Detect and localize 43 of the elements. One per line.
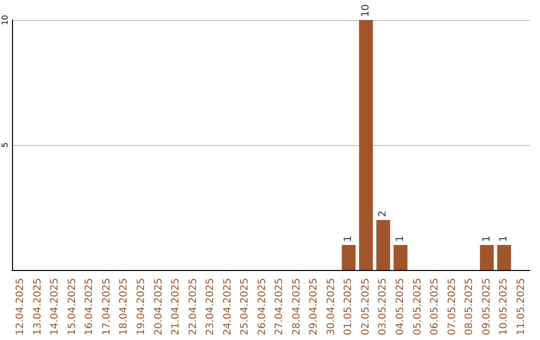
bar	[342, 245, 356, 270]
bar	[497, 245, 512, 270]
x-tick-label: 06.05.2025	[430, 278, 441, 336]
bar	[394, 245, 408, 270]
x-tick-label: 08.05.2025	[464, 278, 476, 336]
data-label: 1	[395, 236, 406, 242]
x-tick-label: 12.04.2025	[15, 278, 26, 336]
x-tick-label: 03.05.2025	[378, 278, 389, 336]
x-tick-label: 05.05.2025	[412, 278, 424, 336]
x-tick-label: 17.04.2025	[101, 278, 112, 336]
x-tick-label: 24.04.2025	[222, 278, 234, 336]
x-tick-label: 21.04.2025	[170, 278, 182, 336]
x-tick-label: 19.04.2025	[136, 278, 147, 336]
bar	[480, 245, 494, 270]
x-tick-label: 14.04.2025	[50, 278, 61, 336]
x-tick-label: 16.04.2025	[84, 278, 96, 336]
x-tick-label: 20.04.2025	[153, 278, 164, 336]
x-tick-label: 26.04.2025	[256, 278, 268, 336]
bar	[359, 20, 373, 270]
x-tick-label: 30.04.2025	[326, 278, 337, 336]
x-tick-label: 29.04.2025	[308, 278, 320, 336]
data-label: 1	[498, 236, 510, 242]
x-tick-label: 13.04.2025	[32, 278, 44, 336]
x-tick-label: 22.04.2025	[188, 278, 199, 336]
x-tick-label: 02.05.2025	[360, 278, 372, 336]
y-tick-label: 5	[0, 142, 10, 148]
data-label: 10	[360, 4, 372, 17]
data-label: 2	[378, 210, 389, 217]
x-tick-label: 28.04.2025	[291, 278, 302, 336]
bar	[376, 220, 390, 270]
x-tick-label: 11.05.2025	[516, 278, 527, 336]
data-label: 1	[481, 236, 492, 242]
x-tick-label: 01.05.2025	[343, 278, 354, 336]
x-tick-label: 09.05.2025	[481, 278, 492, 336]
x-tick-label: 27.04.2025	[274, 278, 286, 336]
x-tick-label: 23.04.2025	[205, 278, 216, 336]
data-label: 1	[343, 236, 354, 242]
x-tick-label: 18.04.2025	[118, 278, 130, 336]
x-tick-label: 10.05.2025	[498, 278, 510, 336]
x-tick-label: 04.05.2025	[395, 278, 406, 336]
x-tick-label: 15.04.2025	[66, 278, 78, 336]
x-tick-label: 07.05.2025	[446, 278, 458, 336]
x-tick-label: 25.04.2025	[240, 278, 251, 336]
